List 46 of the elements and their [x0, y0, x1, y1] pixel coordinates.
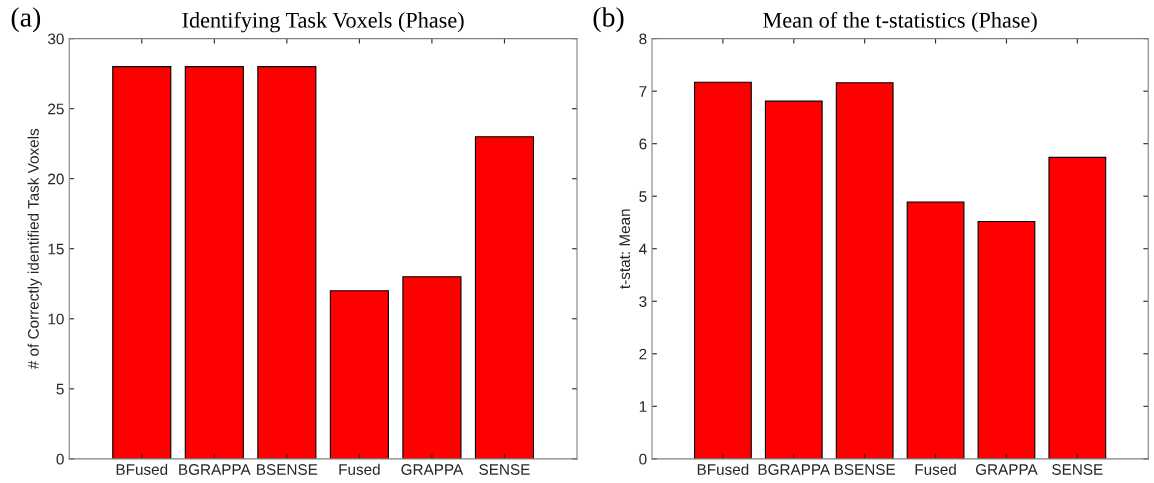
y-tick-label: 6 — [639, 138, 647, 150]
x-tick-label: GRAPPA — [975, 464, 1038, 475]
bar — [835, 82, 894, 459]
x-tick-label: SENSE — [479, 464, 530, 475]
y-axis-title: t-stat: Mean — [619, 209, 631, 289]
y-tick-label: 0 — [56, 453, 64, 465]
bar — [1048, 156, 1107, 459]
x-tick-label: BSENSE — [257, 464, 318, 475]
y-tick-label: 4 — [639, 243, 647, 255]
y-tick-label: 5 — [639, 191, 647, 202]
x-tick-label: BSENSE — [834, 464, 896, 475]
y-axis-title: # of Correctly identified Task Voxels — [27, 128, 42, 370]
bar — [693, 81, 752, 459]
y-tick-label: 8 — [639, 33, 647, 45]
x-tick-label: BGRAPPA — [758, 464, 831, 475]
text: (b) — [593, 7, 624, 33]
y-tick-label: 5 — [56, 383, 64, 395]
x-tick-label: BFused — [697, 463, 749, 475]
text: (a) — [11, 7, 41, 33]
y-tick-label: 2 — [639, 348, 647, 360]
y-tick-label: 15 — [48, 243, 64, 255]
x-tick-label: Fused — [915, 463, 956, 475]
x-tick-label: GRAPPA — [401, 464, 464, 475]
chart-title: Identifying Task Voxels (Phase) — [182, 11, 464, 33]
bar — [112, 66, 172, 459]
x-tick-label: BGRAPPA — [179, 464, 251, 475]
bar — [906, 201, 965, 459]
y-tick-label: 25 — [48, 103, 64, 115]
y-tick-label: 3 — [639, 296, 647, 307]
bar — [184, 66, 244, 459]
x-tick-label: BFused — [116, 463, 168, 475]
y-tick-label: 30 — [47, 33, 64, 45]
y-tick-label: 20 — [48, 173, 64, 185]
x-tick-label: SENSE — [1052, 464, 1103, 475]
chart-title: Mean of the t-statistics (Phase) — [763, 11, 1037, 33]
bar — [977, 220, 1036, 459]
x-tick-label: Fused — [339, 463, 380, 475]
y-tick-label: 10 — [48, 313, 64, 325]
bar — [764, 100, 823, 459]
bar — [474, 136, 535, 459]
bar — [402, 276, 462, 459]
bar — [329, 290, 389, 459]
bar — [257, 66, 317, 459]
y-tick-label: 7 — [639, 86, 647, 97]
y-tick-label: 0 — [639, 453, 647, 465]
y-tick-label: 1 — [639, 401, 647, 412]
